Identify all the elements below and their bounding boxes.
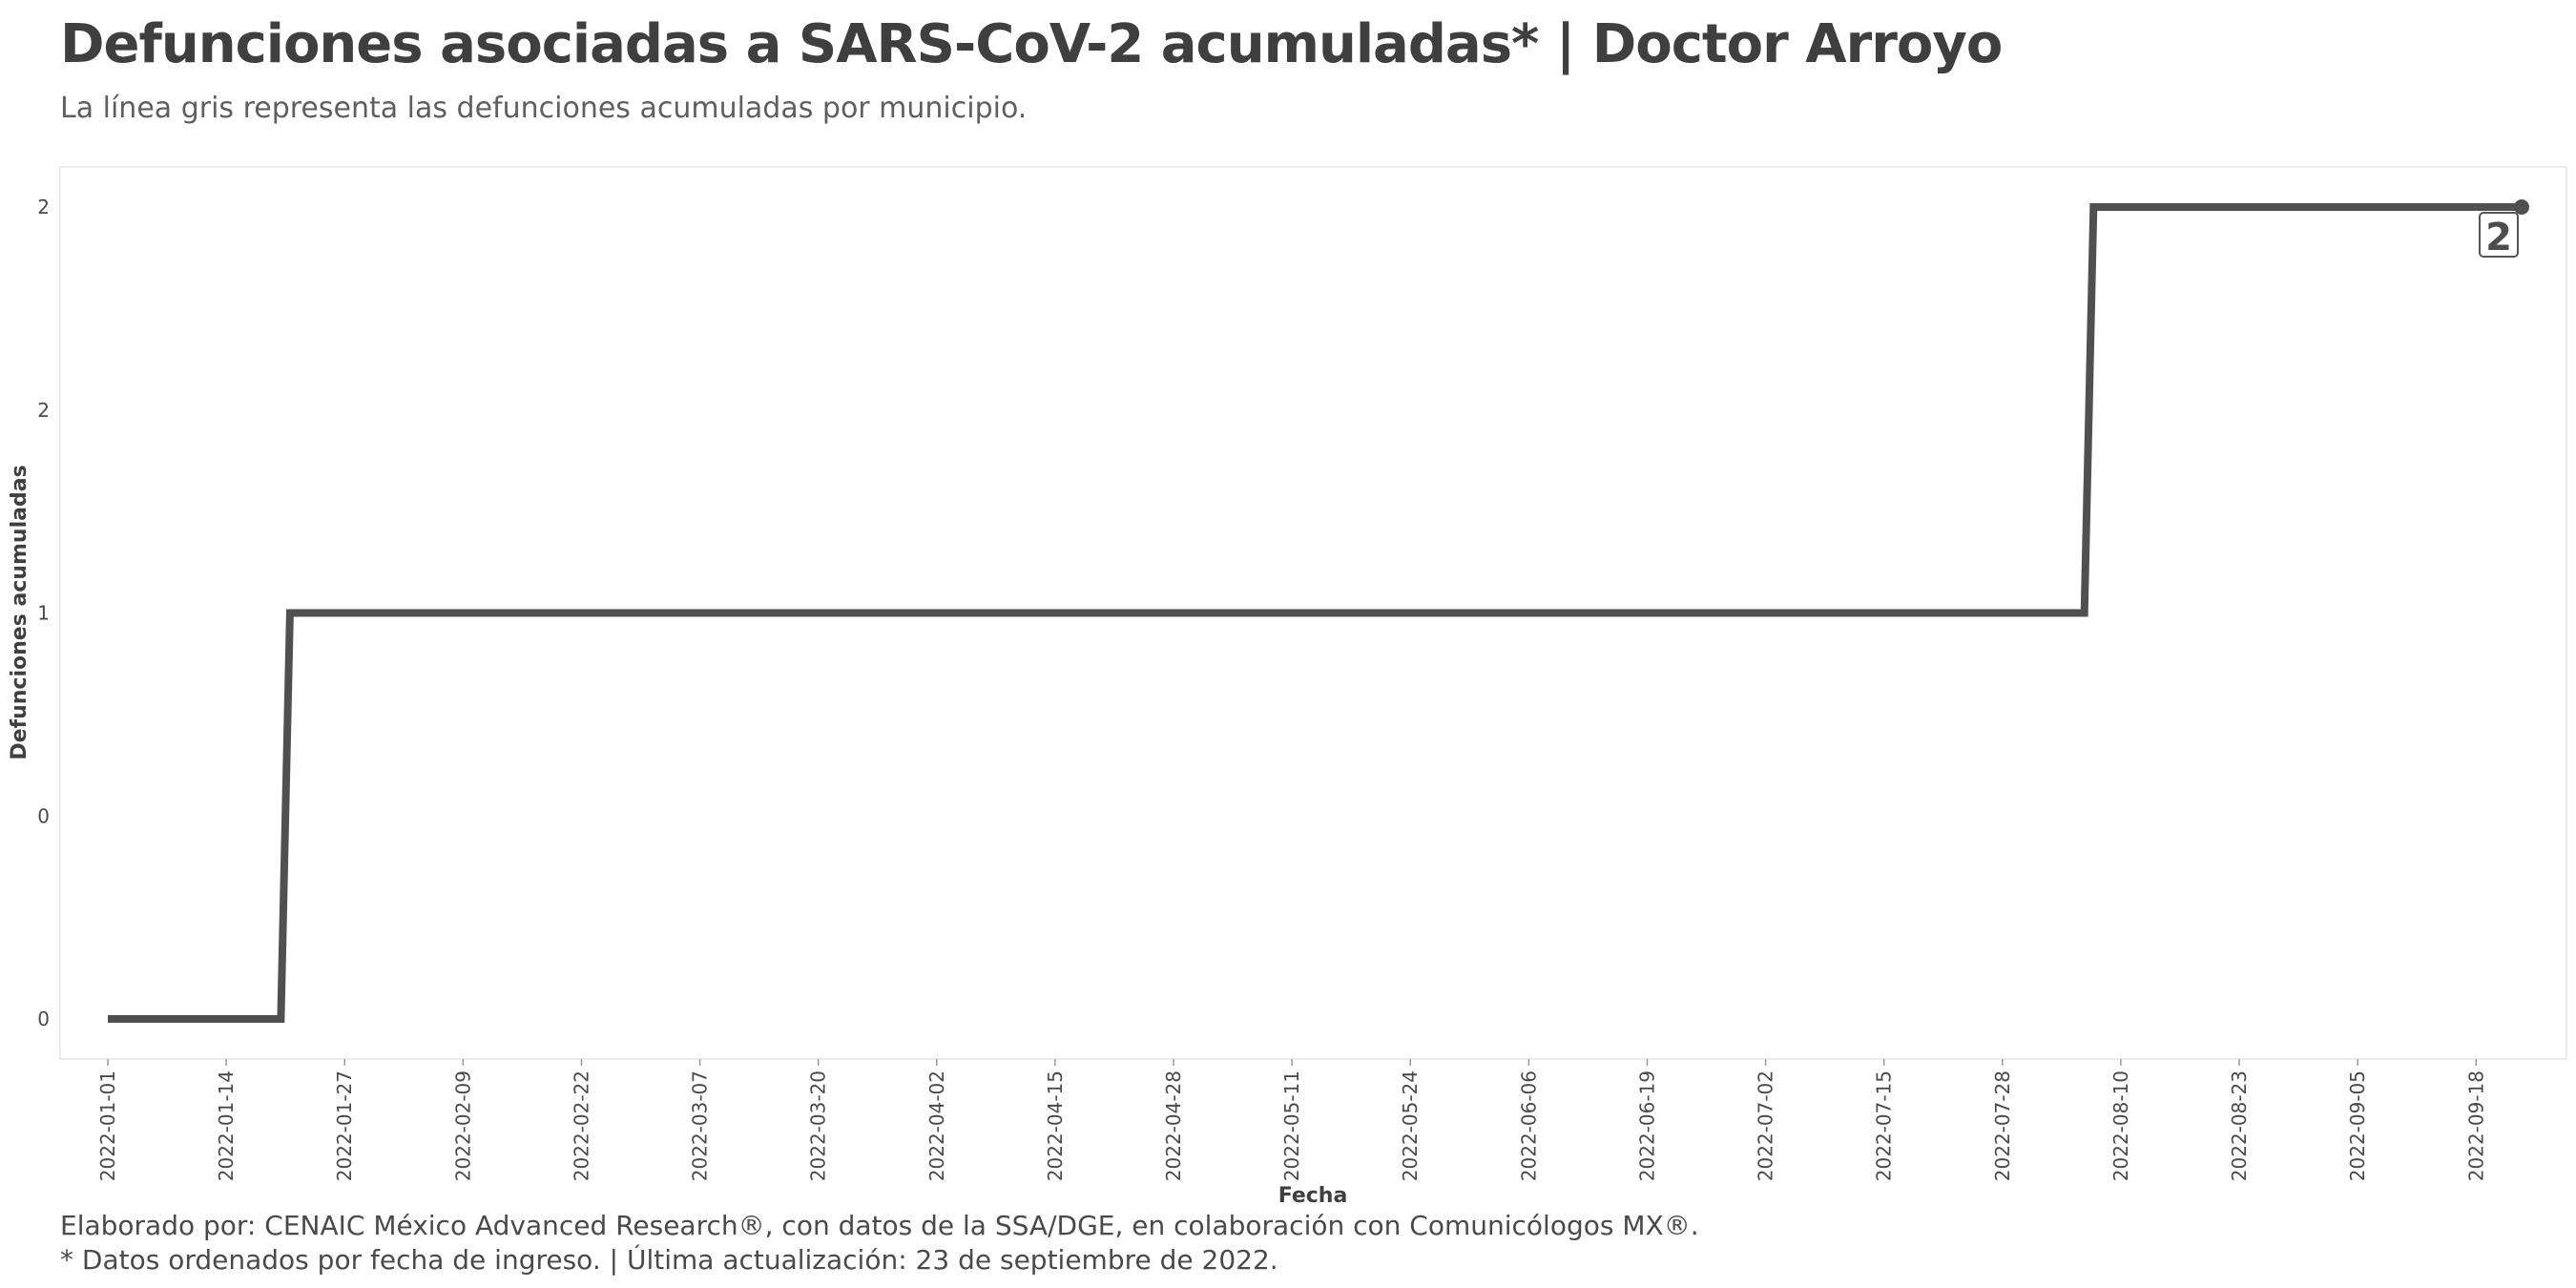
x-tick-label: 2022-07-28 (1991, 1070, 2014, 1181)
series-line (108, 203, 2522, 1023)
chart-title: Defunciones asociadas a SARS-CoV-2 acumu… (60, 13, 2003, 75)
x-tick-label: 2022-07-02 (1755, 1070, 1777, 1181)
x-tick-label: 2022-06-06 (1517, 1070, 1540, 1181)
x-tick-label: 2022-08-23 (2228, 1070, 2251, 1181)
x-tick-label: 2022-09-18 (2464, 1070, 2487, 1181)
y-tick-label: 0 (37, 1008, 50, 1030)
end-value-label: 2 (2485, 216, 2512, 260)
x-tick-label: 2022-02-22 (570, 1070, 592, 1181)
x-axis-ticks: 2022-01-01 2022-01-14 2022-01-27 2022-02-09… (96, 1059, 2487, 1181)
x-tick-label: 2022-09-05 (2346, 1070, 2369, 1181)
y-axis-ticks: 0 0 1 2 2 (37, 196, 50, 1030)
caption-credits: Elaborado por: CENAIC México Advanced Re… (60, 1210, 1699, 1241)
x-tick-label: 2022-03-20 (807, 1070, 830, 1181)
x-tick-label: 2022-05-11 (1280, 1070, 1303, 1181)
y-tick-label: 2 (37, 196, 50, 218)
x-tick-label: 2022-01-14 (215, 1070, 238, 1181)
x-tick-label: 2022-04-28 (1162, 1070, 1185, 1181)
x-tick-label: 2022-04-15 (1044, 1070, 1067, 1181)
x-tick-label: 2022-01-27 (333, 1070, 356, 1181)
x-tick-label: 2022-01-01 (96, 1070, 119, 1181)
chart-subtitle: La línea gris representa las defunciones… (60, 92, 1028, 125)
end-point-marker (2514, 199, 2529, 215)
x-tick-label: 2022-06-19 (1635, 1070, 1658, 1181)
y-tick-label: 2 (37, 399, 50, 422)
x-tick-label: 2022-04-02 (925, 1070, 948, 1181)
x-tick-label: 2022-03-07 (689, 1070, 712, 1181)
x-tick-label: 2022-05-24 (1399, 1070, 1422, 1181)
x-tick-label: 2022-07-15 (1873, 1070, 1896, 1181)
x-tick-label: 2022-08-10 (2109, 1070, 2132, 1181)
x-axis-title: Fecha (1278, 1184, 1348, 1208)
end-label-box (2479, 212, 2519, 258)
caption-notes: * Datos ordenados por fecha de ingreso. … (60, 1244, 1278, 1276)
y-axis-title: Defunciones acumuladas (8, 465, 31, 759)
x-tick-label: 2022-02-09 (451, 1070, 474, 1181)
y-tick-label: 0 (37, 804, 50, 827)
y-tick-label: 1 (37, 602, 50, 625)
